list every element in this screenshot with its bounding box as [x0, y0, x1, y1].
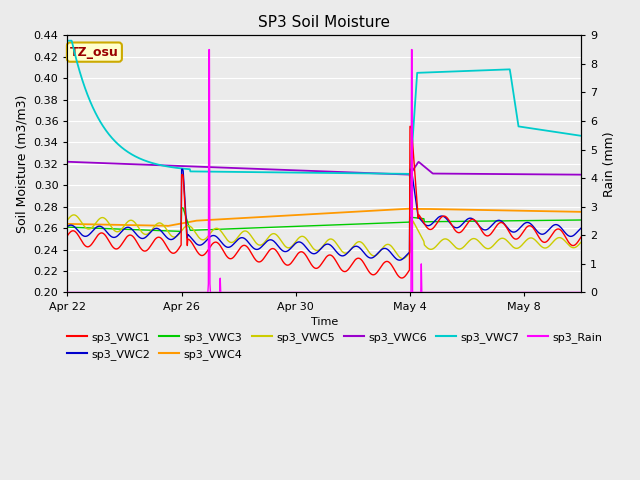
- X-axis label: Time: Time: [311, 317, 338, 327]
- Y-axis label: Soil Moisture (m3/m3): Soil Moisture (m3/m3): [15, 95, 28, 233]
- Y-axis label: Rain (mm): Rain (mm): [603, 131, 616, 197]
- Text: TZ_osu: TZ_osu: [70, 46, 119, 59]
- Legend: sp3_VWC1, sp3_VWC2, sp3_VWC3, sp3_VWC4, sp3_VWC5, sp3_VWC6, sp3_VWC7, sp3_Rain: sp3_VWC1, sp3_VWC2, sp3_VWC3, sp3_VWC4, …: [63, 328, 607, 364]
- Title: SP3 Soil Moisture: SP3 Soil Moisture: [259, 15, 390, 30]
